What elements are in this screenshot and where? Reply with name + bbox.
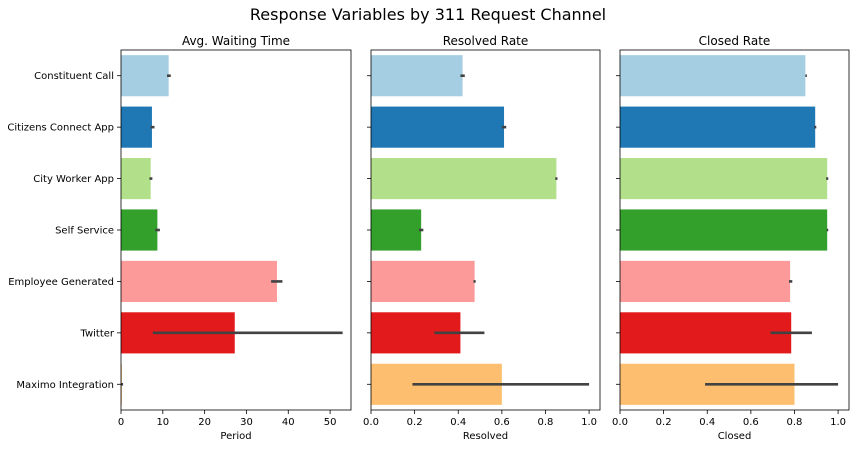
x-tick-label: 10	[156, 417, 169, 428]
chart-title: Response Variables by 311 Request Channe…	[250, 5, 606, 24]
x-tick-label: 30	[240, 417, 253, 428]
x-tick-label: 0.0	[612, 417, 628, 428]
panel-title: Closed Rate	[699, 34, 771, 48]
y-tick-label: Employee Generated	[8, 277, 114, 288]
x-axis-label: Period	[220, 431, 251, 442]
bar	[371, 55, 463, 97]
x-tick-label: 0	[118, 417, 124, 428]
y-tick-label: Self Service	[55, 226, 114, 237]
x-tick-label: 40	[282, 417, 295, 428]
bar	[371, 106, 505, 148]
bar	[121, 158, 151, 200]
bar	[121, 55, 169, 97]
x-tick-label: 0.4	[699, 417, 715, 428]
x-tick-label: 0.0	[363, 417, 379, 428]
x-tick-label: 1.0	[830, 417, 846, 428]
x-axis-label: Resolved	[463, 431, 508, 442]
bar	[121, 260, 277, 302]
panel-1: Resolved Rate 0.0 0.2 0.4 0.6 0.8 1.0 Resolved	[363, 34, 601, 442]
x-tick-label: 1.0	[581, 417, 597, 428]
x-tick-label: 0.8	[787, 417, 803, 428]
y-tick-label: City Worker App	[33, 174, 114, 185]
bar	[620, 260, 791, 302]
panel-2: Closed Rate 0.0 0.2 0.4 0.6 0.8 1.0 Closed	[612, 34, 850, 442]
bar	[620, 312, 792, 354]
x-tick-label: 0.4	[450, 417, 466, 428]
bar	[371, 209, 422, 251]
x-tick-label: 0.2	[656, 417, 672, 428]
bar	[121, 209, 158, 251]
bar	[620, 55, 806, 97]
y-tick-label: Twitter	[79, 328, 114, 339]
bar	[121, 106, 152, 148]
panels: Avg. Waiting Time 0 10 20 30 40 50 Period Consti…	[7, 34, 850, 442]
x-tick-label: 50	[324, 417, 337, 428]
bar	[620, 158, 828, 200]
y-tick-label: Constituent Call	[34, 71, 114, 82]
bar	[371, 158, 557, 200]
x-tick-label: 0.6	[743, 417, 759, 428]
x-tick-label: 0.6	[494, 417, 510, 428]
panel-title: Resolved Rate	[443, 34, 529, 48]
bar	[620, 209, 828, 251]
bar	[371, 260, 475, 302]
bar	[620, 106, 816, 148]
x-tick-label: 20	[198, 417, 211, 428]
y-tick-label: Maximo Integration	[16, 380, 114, 391]
x-tick-label: 0.2	[407, 417, 423, 428]
x-axis-label: Closed	[718, 431, 752, 442]
x-tick-label: 0.8	[538, 417, 554, 428]
panel-title: Avg. Waiting Time	[182, 34, 290, 48]
panel-0: Avg. Waiting Time 0 10 20 30 40 50 Period Consti…	[7, 34, 352, 442]
y-tick-label: Citizens Connect App	[7, 123, 114, 134]
